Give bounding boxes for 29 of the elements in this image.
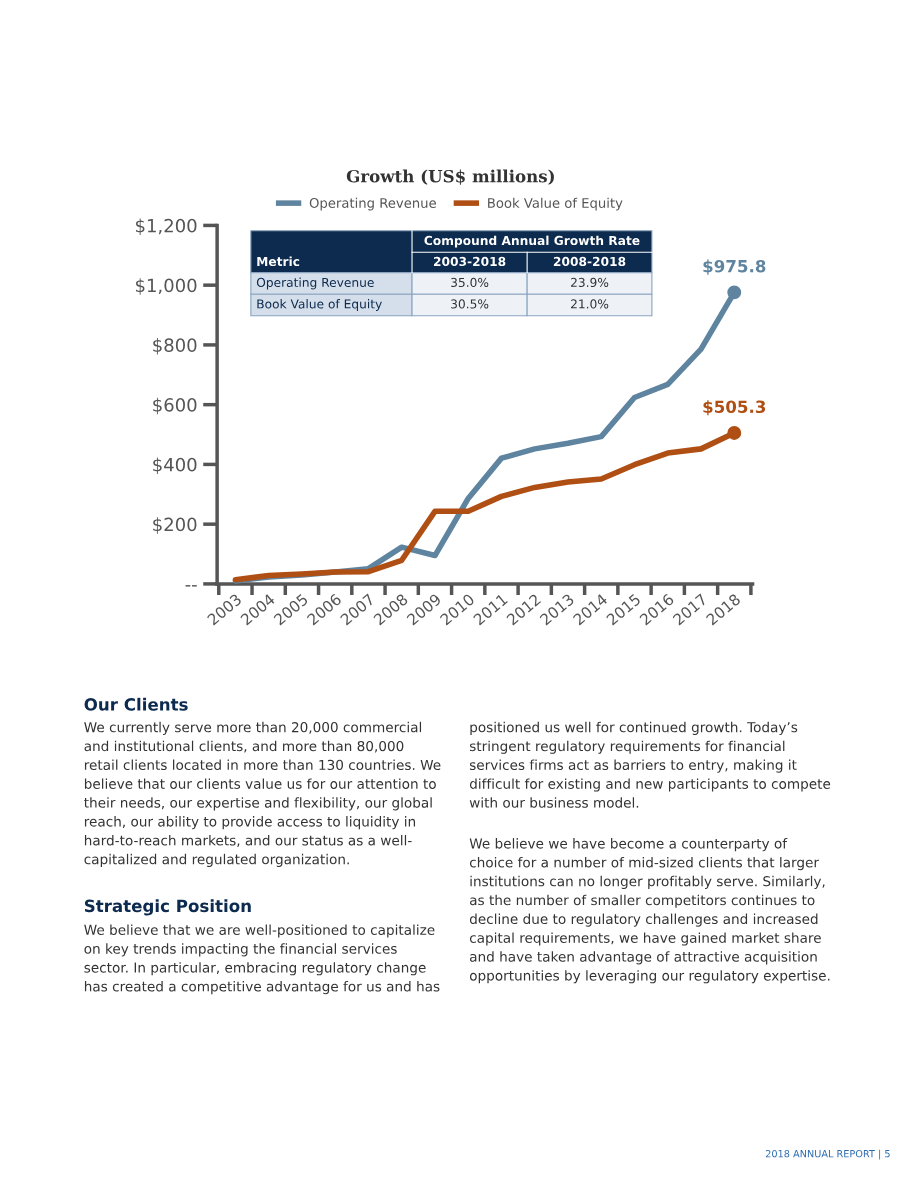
annotation: 2003-2018 [433, 256, 506, 267]
annotation: 2008-2018 [553, 256, 626, 267]
annotation: Compound Annual Growth Rate [424, 235, 640, 248]
annotation: 21.0% [571, 299, 609, 309]
text: 2018 ANNUAL REPORT | 5 [765, 1149, 890, 1160]
text: We believe that we are well-positioned to capitalize on key trends impacting the financial services sector. In particular, embracing regulatory change has created a competitive advantage for us and has [84, 924, 440, 995]
annotation: Operating Revenue [256, 277, 374, 290]
text: We currently serve more than 20,000 commercial and institutional clients, and more than 80,000 retail clients located in more than 130 countries. We believe that our clients value us for our attention to their needs, our expertise and flexibility, our global reach, our ability to provide access to liquidity in hard-to-reach markets, and our status as a well- capitalized and regulated organization. [84, 721, 441, 867]
y-tick-label: $200 [153, 517, 197, 534]
data-label: $505.3 [703, 400, 766, 416]
text: Our Clients [84, 697, 188, 711]
annotation: 23.9% [571, 277, 609, 288]
annotation: 35.0% [451, 277, 489, 288]
y-tick-label: $600 [153, 397, 197, 415]
y-tick-label: -- [185, 585, 197, 587]
legend-label: Book Value of Equity [488, 197, 623, 211]
text: We believe we have become a counterparty of choice for a number of mid-sized clients that larger institutions can no longer profitably serve. Similarly, as the number of smaller competitors continues to decline due to regulatory challenges and increased capital requirements, we have gained market share and have taken advantage of attractive acquisition opportunities by leveraging our regulatory expertise. [469, 838, 830, 984]
legend-label: Operating Revenue [309, 197, 436, 211]
text: Strategic Position [84, 899, 251, 916]
annotation: Book Value of Equity [257, 299, 382, 311]
y-tick-label: $1,000 [136, 278, 197, 295]
annotation: Metric [257, 256, 300, 267]
y-tick-label: $1,200 [136, 218, 197, 235]
annotation: 30.5% [451, 299, 489, 309]
text: positioned us well for continued growth. Today’s stringent regulatory requirements for financial services firms act as barriers to entry, making it difficult for existing and new participants to compete with our business model. [469, 721, 831, 808]
y-tick-label: $800 [153, 338, 197, 355]
chart-title: Growth (US$ millions) [346, 169, 554, 185]
data-label: $975.8 [703, 259, 766, 275]
y-tick-label: $400 [153, 457, 197, 474]
